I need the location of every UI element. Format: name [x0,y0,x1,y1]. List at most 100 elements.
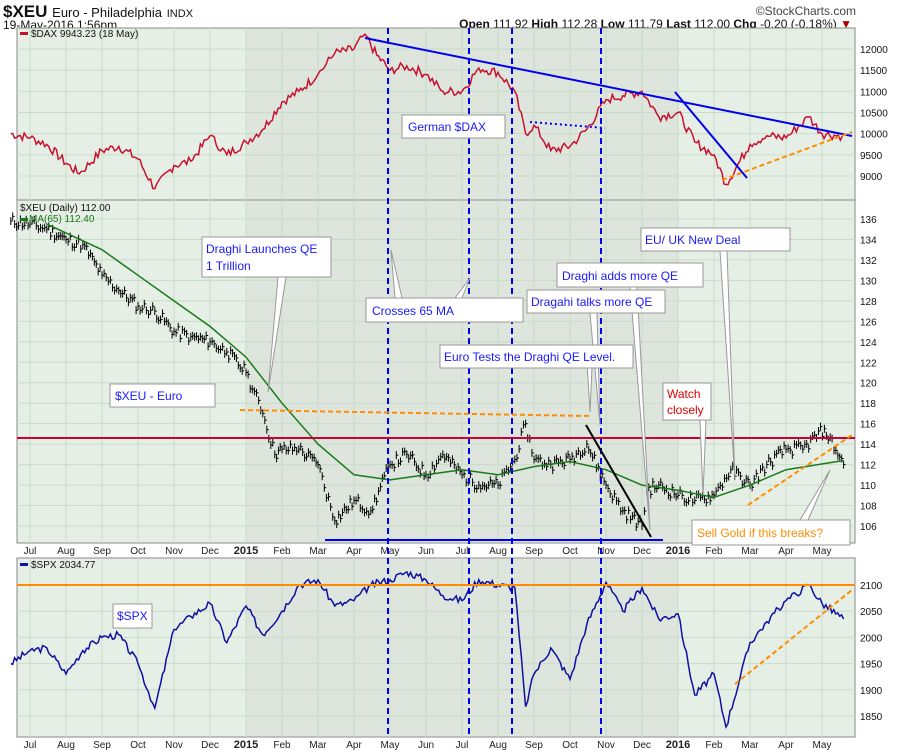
x-tick-label: May [813,740,832,750]
xeu-ohlc-bars [10,212,846,532]
spx-label: $SPX [117,609,148,623]
x-tick-label: Feb [273,740,291,750]
y-tick-label: 10000 [860,130,888,141]
dax-label: German $DAX [408,120,486,134]
x-tick-label: Sep [525,740,543,750]
y-tick-label: 120 [860,379,877,390]
y-tick-label: 106 [860,522,877,533]
y-tick-label: 134 [860,235,877,246]
x-tick-label: Nov [165,740,183,750]
x-tick-label: Aug [57,740,75,750]
x-tick-label: Jul [456,546,469,557]
y-tick-label: 132 [860,256,877,267]
x-tick-label: Feb [273,546,291,557]
deal-label: EU/ UK New Deal [645,233,740,247]
y-tick-label: 124 [860,338,877,349]
x-tick-label: Jun [418,740,434,750]
x-tick-label: Dec [633,546,651,557]
y-tick-label: 11000 [860,87,888,98]
x-tick-label: Apr [346,546,362,557]
chart-title: $XEU Euro - Philadelphia INDX [3,2,194,21]
x-tick-label: Sep [93,546,111,557]
xeu-label: $XEU - Euro [115,389,183,403]
y-tick-label: 1850 [860,712,883,723]
downtrend-line [585,424,652,538]
watermark: ©StockCharts.com [755,4,856,18]
x-tick-label: May [381,740,400,750]
dax-legend: $DAX 9943.23 (18 May) [31,29,138,40]
xeu-legend: $XEU (Daily) 112.00 [20,203,111,214]
x-tick-label: Apr [346,740,362,750]
y-tick-label: 118 [860,399,876,410]
x-tick-label: Dec [201,546,219,557]
ma-legend: MA(65) 112.40 [29,214,95,225]
dax-trendline [364,37,853,137]
adds-label: Draghi adds more QE [562,269,678,283]
x-tick-label: Aug [57,546,75,557]
x-tick-label: Feb [705,546,723,557]
y-tick-label: 12000 [860,45,888,56]
talks-label: Dragahi talks more QE [531,295,652,309]
ma65-line [46,223,844,499]
x-tick-label: Aug [489,546,507,557]
y-tick-label: 130 [860,276,877,287]
dax-series-line [10,33,844,190]
x-tick-label: Sep [93,740,111,750]
x-tick-label: Apr [778,740,794,750]
x-tick-label: Nov [597,546,615,557]
x-tick-label: Nov [165,546,183,557]
spx-legend: $SPX 2034.77 [31,560,96,571]
watch-label-1: Watch [667,387,701,401]
qe-label-1: Draghi Launches QE [206,242,317,256]
y-tick-label: 2100 [860,581,883,592]
y-tick-label: 126 [860,317,877,328]
x-tick-label: Oct [130,546,146,557]
y-tick-label: 9500 [860,151,883,162]
x-tick-label: Oct [130,740,146,750]
x-tick-label: Apr [778,546,794,557]
x-tick-label: Sep [525,546,543,557]
x-tick-label: Dec [633,740,651,750]
y-tick-label: 10500 [860,109,888,120]
y-tick-label: 136 [860,215,877,226]
y-tick-label: 122 [860,358,877,369]
y-tick-label: 114 [860,440,876,451]
annotations: German $DAX Draghi Launches QE 1 Trillio… [17,28,855,737]
x-tick-label: Feb [705,740,723,750]
spx-uptrend-line [734,589,853,685]
qe-label-2: 1 Trillion [206,259,251,273]
x-tick-label: May [813,546,832,557]
spx-series-line [10,570,845,730]
y-tick-label: 108 [860,502,877,513]
y-tick-label: 1900 [860,686,883,697]
x-tick-label: Dec [201,740,219,750]
dax-trendline [674,91,748,179]
crosses-label: Crosses 65 MA [372,304,454,318]
y-tick-label: 128 [860,297,877,308]
y-tick-label: 116 [860,420,876,431]
y-tick-label: 112 [860,461,876,472]
x-tick-label: 2016 [666,545,690,557]
qe-level-line [239,409,591,417]
x-tick-label: Nov [597,740,615,750]
x-tick-label: Mar [741,740,759,750]
y-tick-label: 2000 [860,633,883,644]
x-tick-label: 2016 [666,739,690,750]
x-tick-label: Mar [309,740,327,750]
x-tick-label: Oct [562,740,578,750]
y-tick-label: 11500 [860,66,888,77]
x-tick-label: May [381,546,400,557]
x-tick-label: Mar [741,546,759,557]
watch-label-2: closely [667,403,704,417]
x-tick-label: 2015 [234,739,258,750]
x-tick-label: Mar [309,546,327,557]
x-tick-label: Oct [562,546,578,557]
x-tick-label: 2015 [234,545,258,557]
y-tick-label: 110 [860,481,876,492]
y-tick-label: 9000 [860,172,883,183]
x-tick-label: Jul [456,740,469,750]
y-tick-label: 2050 [860,607,883,618]
gold-label: Sell Gold if this breaks? [697,526,823,540]
x-tick-label: Aug [489,740,507,750]
